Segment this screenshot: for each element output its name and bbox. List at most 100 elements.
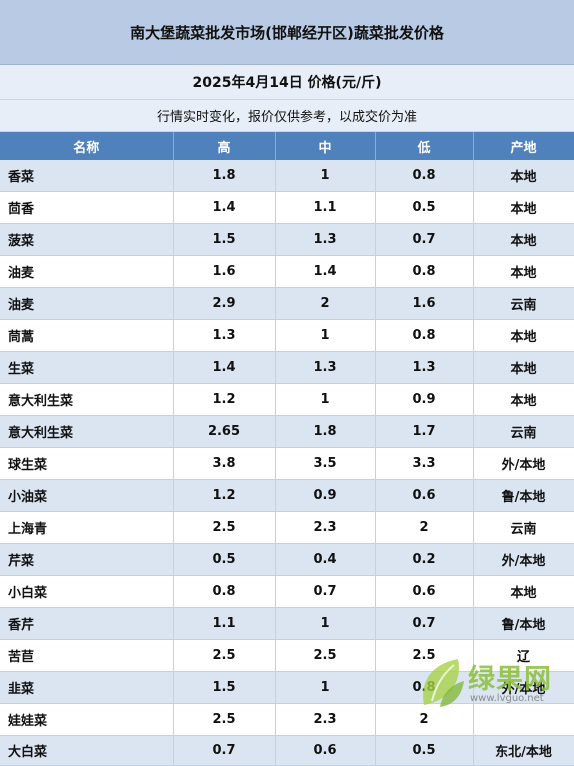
cell-mid: 0.6 [275,735,376,766]
table-row: 茴香 1.4 1.1 0.5 本地 [0,191,574,224]
cell-high: 0.5 [173,543,276,576]
cell-name: 意大利生菜 [0,415,174,448]
sheet-title: 南大堡蔬菜批发市场(邯郸经开区)蔬菜批发价格 [0,0,574,65]
column-header-high: 高 [173,132,276,160]
column-header-name: 名称 [0,132,174,160]
table-row: 小白菜 0.8 0.7 0.6 本地 [0,575,574,608]
cell-name: 韭菜 [0,671,174,704]
cell-mid: 1.8 [275,415,376,448]
cell-mid: 0.9 [275,479,376,512]
table-row: 苦苣 2.5 2.5 2.5 辽 [0,639,574,672]
cell-origin: 外/本地 [473,671,574,704]
cell-high: 1.4 [173,351,276,384]
table-row: 香芹 1.1 1 0.7 鲁/本地 [0,607,574,640]
cell-mid: 1 [275,160,376,192]
cell-origin: 外/本地 [473,543,574,576]
table-row: 大白菜 0.7 0.6 0.5 东北/本地 [0,735,574,766]
cell-mid: 1.3 [275,351,376,384]
cell-mid: 0.7 [275,575,376,608]
cell-name: 芹菜 [0,543,174,576]
cell-mid: 2.5 [275,639,376,672]
cell-high: 2.5 [173,639,276,672]
cell-low: 3.3 [375,447,474,480]
cell-origin: 辽 [473,639,574,672]
cell-name: 球生菜 [0,447,174,480]
cell-mid: 2 [275,287,376,320]
column-header-mid: 中 [275,132,376,160]
cell-origin: 本地 [473,319,574,352]
cell-name: 油麦 [0,255,174,288]
cell-mid: 1 [275,671,376,704]
table-body: 香菜 1.8 1 0.8 本地 茴香 1.4 1.1 0.5 本地 菠菜 1.5 1.3 0.7 本地 油麦 1… [0,160,574,766]
cell-name: 生菜 [0,351,174,384]
cell-low: 0.6 [375,575,474,608]
cell-origin: 本地 [473,160,574,192]
cell-origin: 本地 [473,383,574,416]
cell-name: 茴香 [0,191,174,224]
cell-high: 1.8 [173,160,276,192]
table-row: 生菜 1.4 1.3 1.3 本地 [0,351,574,384]
cell-low: 1.7 [375,415,474,448]
cell-name: 苦苣 [0,639,174,672]
cell-low: 0.2 [375,543,474,576]
cell-low: 0.8 [375,255,474,288]
cell-origin: 本地 [473,223,574,256]
cell-origin: 东北/本地 [473,735,574,766]
cell-high: 1.2 [173,383,276,416]
cell-name: 香芹 [0,607,174,640]
cell-mid: 1 [275,319,376,352]
cell-high: 1.1 [173,607,276,640]
cell-name: 上海青 [0,511,174,544]
cell-high: 2.65 [173,415,276,448]
table-row: 茼蒿 1.3 1 0.8 本地 [0,319,574,352]
table-header-row: 名称 高 中 低 产地 [0,132,574,160]
table-row: 芹菜 0.5 0.4 0.2 外/本地 [0,543,574,576]
cell-name: 小白菜 [0,575,174,608]
cell-origin: 鲁/本地 [473,479,574,512]
cell-mid: 1.4 [275,255,376,288]
cell-mid: 3.5 [275,447,376,480]
date-and-unit: 2025年4月14日 价格(元/斤) [0,65,574,100]
table-row: 油麦 1.6 1.4 0.8 本地 [0,255,574,288]
cell-low: 0.7 [375,607,474,640]
cell-origin: 本地 [473,351,574,384]
table-row: 小油菜 1.2 0.9 0.6 鲁/本地 [0,479,574,512]
cell-name: 意大利生菜 [0,383,174,416]
cell-low: 0.8 [375,671,474,704]
cell-low: 0.5 [375,191,474,224]
cell-name: 香菜 [0,160,174,192]
cell-name: 小油菜 [0,479,174,512]
table-row: 意大利生菜 1.2 1 0.9 本地 [0,383,574,416]
table-row: 上海青 2.5 2.3 2 云南 [0,511,574,544]
cell-low: 0.8 [375,160,474,192]
column-header-origin: 产地 [473,132,574,160]
cell-mid: 1.1 [275,191,376,224]
cell-low: 0.9 [375,383,474,416]
cell-high: 2.5 [173,511,276,544]
cell-low: 0.6 [375,479,474,512]
cell-low: 2 [375,511,474,544]
cell-origin: 云南 [473,415,574,448]
table-row: 油麦 2.9 2 1.6 云南 [0,287,574,320]
cell-low: 0.7 [375,223,474,256]
cell-origin: 云南 [473,511,574,544]
cell-origin: 本地 [473,575,574,608]
cell-high: 0.8 [173,575,276,608]
cell-high: 1.6 [173,255,276,288]
cell-high: 0.7 [173,735,276,766]
cell-origin: 外/本地 [473,447,574,480]
cell-name: 茼蒿 [0,319,174,352]
table-row: 意大利生菜 2.65 1.8 1.7 云南 [0,415,574,448]
cell-origin: 鲁/本地 [473,607,574,640]
table-row: 球生菜 3.8 3.5 3.3 外/本地 [0,447,574,480]
cell-high: 1.5 [173,671,276,704]
table-row: 韭菜 1.5 1 0.8 外/本地 [0,671,574,704]
cell-origin: 本地 [473,255,574,288]
cell-high: 1.5 [173,223,276,256]
cell-origin: 云南 [473,287,574,320]
table-row: 菠菜 1.5 1.3 0.7 本地 [0,223,574,256]
cell-name: 油麦 [0,287,174,320]
cell-low: 1.3 [375,351,474,384]
cell-name: 菠菜 [0,223,174,256]
cell-low: 1.6 [375,287,474,320]
